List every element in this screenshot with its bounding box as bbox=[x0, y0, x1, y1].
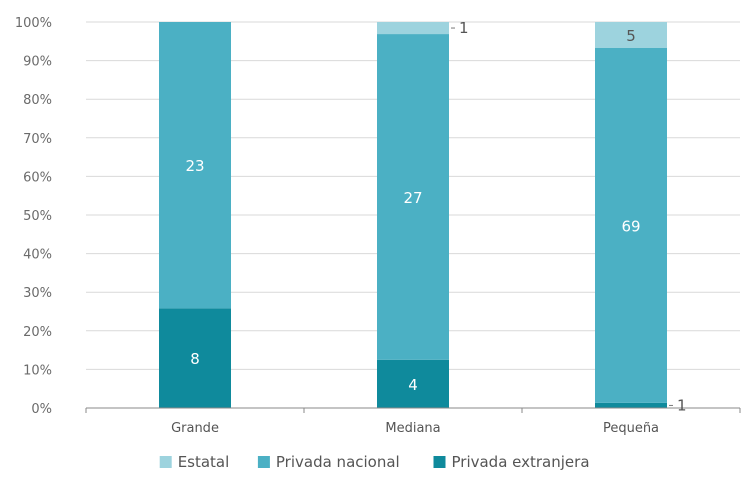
bar-segment bbox=[377, 22, 449, 35]
x-tick-label: Grande bbox=[171, 421, 219, 436]
y-tick-label: 20% bbox=[23, 325, 52, 340]
bar-segment bbox=[595, 402, 667, 408]
y-tick-label: 80% bbox=[23, 93, 52, 108]
y-tick-label: 30% bbox=[23, 286, 52, 301]
x-tick-label: Pequeña bbox=[603, 421, 659, 436]
legend-label: Privada extranjera bbox=[452, 453, 590, 471]
legend-swatch bbox=[159, 456, 172, 468]
data-label: 4 bbox=[408, 376, 418, 394]
bar-segment bbox=[377, 34, 449, 360]
y-tick-label: 60% bbox=[23, 170, 52, 185]
y-tick-label: 50% bbox=[23, 209, 52, 224]
y-tick-label: 10% bbox=[23, 363, 52, 378]
bar-segment bbox=[159, 308, 231, 408]
legend: Estatal Privada nacional Privada extranjer… bbox=[159, 453, 590, 471]
y-tick-label: 40% bbox=[23, 248, 52, 263]
legend-swatch bbox=[433, 456, 446, 468]
x-axis: Grande Mediana Pequeña bbox=[85, 407, 741, 436]
x-tick-label: Mediana bbox=[385, 421, 440, 436]
y-tick-label: 100% bbox=[15, 16, 52, 31]
y-tick-label: 70% bbox=[23, 132, 52, 147]
bar-segment bbox=[595, 47, 667, 403]
y-tick-label: 0% bbox=[31, 402, 52, 417]
data-label: 23 bbox=[185, 157, 204, 175]
data-label: 27 bbox=[403, 189, 422, 207]
data-label: 69 bbox=[621, 217, 640, 235]
y-axis: 0% 10% 20% 30% 40% 50% 60% 70% 80% 90% 100% bbox=[15, 16, 52, 417]
data-labels: 8 23 4 27 1 1 69 5 bbox=[185, 19, 686, 414]
bar-segment bbox=[595, 22, 667, 48]
data-label: 1 bbox=[677, 396, 687, 414]
legend-swatch bbox=[257, 456, 270, 468]
y-tick-label: 90% bbox=[23, 55, 52, 70]
legend-label: Estatal bbox=[178, 453, 230, 471]
bar-segment bbox=[159, 22, 231, 309]
data-label: 8 bbox=[190, 350, 200, 368]
bar-segment bbox=[377, 359, 449, 408]
bars bbox=[159, 22, 667, 408]
data-label: 1 bbox=[459, 19, 469, 37]
legend-label: Privada nacional bbox=[276, 453, 400, 471]
data-label: 5 bbox=[626, 27, 636, 45]
